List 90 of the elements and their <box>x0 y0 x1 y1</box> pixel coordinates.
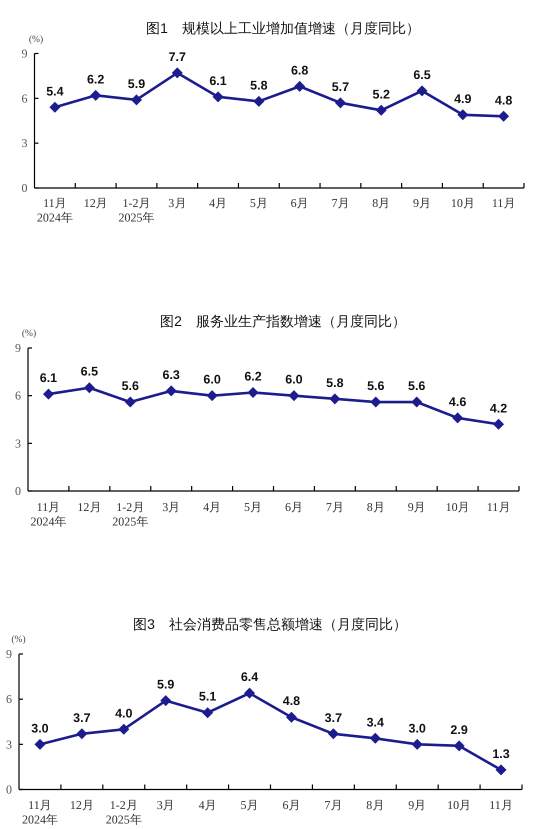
data-label: 6.1 <box>209 74 227 88</box>
data-label: 6.8 <box>290 63 308 78</box>
ytick: 0 <box>15 484 21 498</box>
ytick: 0 <box>6 782 12 796</box>
data-label: 2.9 <box>450 722 468 737</box>
ytick: 3 <box>22 136 28 150</box>
data-label: 4.9 <box>454 92 472 106</box>
xtick: 7月 <box>324 798 342 812</box>
data-label: 6.2 <box>244 370 262 384</box>
data-label: 4.8 <box>494 93 512 108</box>
data-label: 3.7 <box>324 710 342 725</box>
xtick: 6月 <box>290 196 309 210</box>
data-label: 3.4 <box>366 715 384 730</box>
xtick: 9月 <box>408 798 426 812</box>
ylabel: (%) <box>11 635 26 645</box>
ytick: 9 <box>6 647 12 661</box>
xtick: 9月 <box>413 196 432 210</box>
xtick: 7月 <box>326 500 344 514</box>
xtick: 6月 <box>282 798 300 812</box>
data-label: 4.6 <box>448 394 466 409</box>
ytick: 6 <box>15 388 21 403</box>
data-label: 6.0 <box>203 372 221 387</box>
data-label: 3.0 <box>31 721 49 736</box>
xtick: 3月 <box>162 500 180 514</box>
xtick: 6月 <box>284 500 303 514</box>
xtick: 1-2月 2025年 <box>106 798 142 826</box>
xtick: 9月 <box>408 500 426 514</box>
xtick: 8月 <box>366 798 384 812</box>
ylabel: (%) <box>28 35 44 45</box>
xtick: 1-2月 2025年 <box>112 500 148 528</box>
xtick: 11月 <box>489 798 513 812</box>
data-label: 6.4 <box>240 670 258 684</box>
xtick: 12月 <box>77 500 102 514</box>
xtick: 12月 <box>70 798 94 812</box>
xtick: 12月 <box>84 196 108 210</box>
data-label: 5.1 <box>198 690 216 704</box>
xtick: 4月 <box>198 798 217 812</box>
ytick: 6 <box>22 91 28 106</box>
ylabel: (%) <box>22 329 36 339</box>
xtick: 11月 2024年 <box>30 500 66 528</box>
xtick: 10月 <box>446 500 470 514</box>
xtick: 1-2月 2025年 <box>118 196 154 224</box>
data-label: 5.8 <box>326 376 344 390</box>
ytick: 3 <box>15 436 21 450</box>
data-label: 3.0 <box>408 721 426 736</box>
data-label: 5.2 <box>372 87 390 102</box>
data-label: 6.5 <box>80 364 98 379</box>
data-label: 4.0 <box>115 706 132 720</box>
ytick: 9 <box>15 341 21 355</box>
data-label: 1.3 <box>492 746 510 761</box>
data-label: 6.2 <box>87 72 104 86</box>
data-label: 5.6 <box>367 379 384 394</box>
xtick: 4月 <box>203 500 222 514</box>
xtick: 3月 <box>156 798 175 812</box>
xtick: 3月 <box>168 196 186 210</box>
data-label: 5.9 <box>128 76 146 91</box>
xtick: 8月 <box>372 196 390 210</box>
data-label: 4.2 <box>490 401 508 416</box>
data-label: 6.5 <box>413 68 431 82</box>
title: 图2 服务业生产指数增速（月度同比） <box>160 313 406 329</box>
data-label: 6.3 <box>162 368 180 382</box>
xtick: 8月 <box>366 500 385 514</box>
data-label: 6.0 <box>285 372 303 387</box>
data-label: 6.1 <box>40 371 58 386</box>
xtick: 11月 2024年 <box>36 196 73 224</box>
xtick: 10月 <box>450 196 475 210</box>
data-label: 5.8 <box>250 78 268 92</box>
xtick: 5月 <box>244 500 262 514</box>
ytick: 3 <box>6 737 12 752</box>
data-label: 5.6 <box>408 379 426 394</box>
data-label: 4.8 <box>282 694 300 708</box>
data-label: 5.4 <box>46 84 64 98</box>
ytick: 9 <box>22 46 28 60</box>
data-label: 3.7 <box>73 710 91 725</box>
xtick: 5月 <box>250 196 268 210</box>
xtick: 4月 <box>209 196 228 210</box>
ytick: 6 <box>6 692 12 706</box>
title: 图1 规模以上工业增加值增速（月度同比） <box>146 20 420 36</box>
xtick: 5月 <box>240 798 259 812</box>
xtick: 11月 <box>492 196 516 210</box>
ytick: 0 <box>22 181 28 195</box>
data-label: 7.7 <box>168 50 186 64</box>
xtick: 7月 <box>331 196 350 210</box>
xtick: 11月 <box>486 500 510 514</box>
data-label: 5.7 <box>332 80 350 94</box>
data-label: 5.6 <box>122 379 139 394</box>
title: 图3 社会消费品零售总额增速（月度同比） <box>133 616 407 632</box>
xtick: 11月 2024年 <box>22 798 58 826</box>
data-label: 5.9 <box>157 678 174 692</box>
xtick: 10月 <box>447 798 472 812</box>
